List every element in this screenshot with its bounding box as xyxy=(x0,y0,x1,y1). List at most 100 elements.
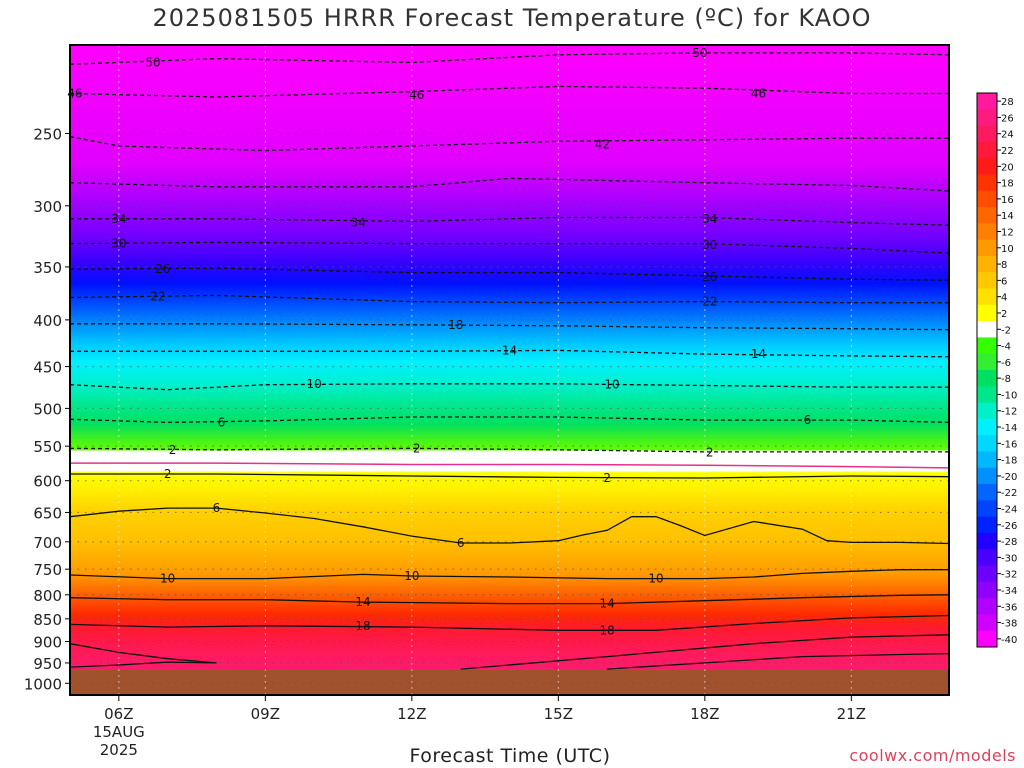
colorbar-label--16: -16 xyxy=(1001,439,1017,450)
contour-label-12: 26 xyxy=(702,270,717,284)
ground-below-surface xyxy=(70,669,949,695)
colorbar-label-28: 28 xyxy=(1001,97,1014,108)
x-tick-label-18Z: 18Z xyxy=(690,705,719,723)
temperature-fill xyxy=(70,45,949,695)
colorbar-swatch--16 xyxy=(977,435,997,452)
colorbar-label-24: 24 xyxy=(1001,130,1014,141)
contour-label-11: 26 xyxy=(155,262,170,276)
contour-label-34: 18 xyxy=(355,619,370,633)
colorbar-label--12: -12 xyxy=(1001,407,1017,418)
colorbar-label--14: -14 xyxy=(1001,423,1017,434)
colorbar-legend: 28 26 24 22 20 18 16 14 12 10 8 6 4 2 -2 -4 -6 -8 -10 -12 -1… xyxy=(976,92,1017,648)
colorbar-label-8: 8 xyxy=(1001,260,1007,271)
contour-label-35: 18 xyxy=(600,623,615,637)
contour-label-17: 14 xyxy=(751,347,766,361)
x-date-label-1: 2025 xyxy=(100,741,138,759)
contour-label-20: 6 xyxy=(218,415,226,429)
isotherm-contours xyxy=(70,52,949,670)
colorbar-swatch-24 xyxy=(977,125,997,143)
isotherm-14-17 xyxy=(70,594,949,605)
colorbar-swatch--36 xyxy=(977,598,997,615)
contour-label-33: 14 xyxy=(600,597,615,611)
y-tick-label-850: 850 xyxy=(33,611,62,629)
y-tick-label-300: 300 xyxy=(33,198,62,216)
colorbar-swatch-22 xyxy=(977,141,997,159)
contour-label-7: 34 xyxy=(350,216,365,230)
pressure-axis: 250 300 350 400 450 500 550 600 650 700 750 800 850 9… xyxy=(24,125,70,693)
colorbar-label--30: -30 xyxy=(1001,553,1017,564)
contour-label-29: 10 xyxy=(160,572,175,586)
isotherm--42-2 xyxy=(70,136,949,152)
colorbar-label--20: -20 xyxy=(1001,472,1017,483)
colorbar-swatch--40 xyxy=(977,630,997,648)
contour-label-8: 34 xyxy=(702,212,717,226)
plot-fill-layer xyxy=(70,45,949,695)
isotherm-22-19 xyxy=(70,643,217,668)
credit-link[interactable]: coolwx.com/models xyxy=(849,746,1016,765)
colorbar-swatch--24 xyxy=(977,500,997,518)
colorbar-swatch--38 xyxy=(977,614,997,632)
contour-label-3: 46 xyxy=(409,88,424,102)
contour-label-6: 34 xyxy=(111,212,126,226)
colorbar-label--26: -26 xyxy=(1001,521,1017,532)
colorbar-swatch--12 xyxy=(977,402,997,420)
y-tick-label-750: 750 xyxy=(33,561,62,579)
contour-label-26: 2 xyxy=(603,471,611,485)
grid-lines xyxy=(70,45,949,695)
colorbar-label--40: -40 xyxy=(1001,635,1017,646)
contour-label-27: 6 xyxy=(213,501,221,515)
x-tick-label-09Z: 09Z xyxy=(251,705,280,723)
colorbar-label--2: -2 xyxy=(1001,325,1011,336)
contour-label-30: 10 xyxy=(404,569,419,583)
colorbar-swatch--8 xyxy=(977,370,997,387)
y-tick-label-650: 650 xyxy=(33,504,62,522)
colorbar-swatch-10 xyxy=(977,239,997,257)
isotherm-18-18 xyxy=(70,614,949,631)
x-tick-label-06Z: 06Z xyxy=(104,705,133,723)
colorbar-swatch--6 xyxy=(977,353,997,371)
isotherm--10-10 xyxy=(70,383,949,391)
colorbar-swatch-26 xyxy=(977,109,997,127)
contour-label-31: 10 xyxy=(648,572,663,586)
colorbar-swatch--2 xyxy=(977,321,997,338)
y-tick-label-500: 500 xyxy=(33,400,62,418)
colorbar-swatch-14 xyxy=(977,207,997,224)
colorbar-label-6: 6 xyxy=(1001,276,1007,287)
colorbar-swatch-4 xyxy=(977,288,997,306)
colorbar-swatch-18 xyxy=(977,174,997,192)
y-tick-label-800: 800 xyxy=(33,587,62,605)
colorbar-swatch-16 xyxy=(977,190,997,208)
isotherm-22-20 xyxy=(460,634,949,670)
y-tick-label-950: 950 xyxy=(33,655,62,673)
colorbar-label--32: -32 xyxy=(1001,570,1017,581)
colorbar-label-2: 2 xyxy=(1001,309,1007,320)
x-axis-label: Forecast Time (UTC) xyxy=(409,745,611,767)
colorbar-label-16: 16 xyxy=(1001,195,1014,206)
y-tick-label-550: 550 xyxy=(33,438,62,456)
colorbar-swatch--18 xyxy=(977,451,997,469)
colorbar-label--38: -38 xyxy=(1001,619,1017,630)
contour-label-2: 46 xyxy=(67,86,82,100)
colorbar-swatch--26 xyxy=(977,516,997,534)
contour-label-9: 30 xyxy=(111,237,126,251)
x-tick-label-15Z: 15Z xyxy=(544,705,573,723)
colorbar-label--6: -6 xyxy=(1001,358,1011,369)
y-tick-label-250: 250 xyxy=(33,125,62,143)
colorbar-label--24: -24 xyxy=(1001,505,1017,516)
colorbar-swatch--10 xyxy=(977,386,997,404)
colorbar-swatch-20 xyxy=(977,158,997,175)
contour-label-28: 6 xyxy=(457,536,465,550)
colorbar-swatch--22 xyxy=(977,484,997,501)
plot-frame xyxy=(69,44,950,696)
contour-label-23: 2 xyxy=(413,441,421,455)
colorbar-label--8: -8 xyxy=(1001,374,1011,385)
contour-label-19: 10 xyxy=(604,378,619,392)
colorbar-label-20: 20 xyxy=(1001,162,1014,173)
colorbar-swatch--14 xyxy=(977,418,997,436)
y-tick-label-600: 600 xyxy=(33,473,62,491)
colorbar-label-22: 22 xyxy=(1001,146,1014,157)
colorbar-swatch--28 xyxy=(977,532,997,550)
contour-label-5: 42 xyxy=(595,137,610,151)
